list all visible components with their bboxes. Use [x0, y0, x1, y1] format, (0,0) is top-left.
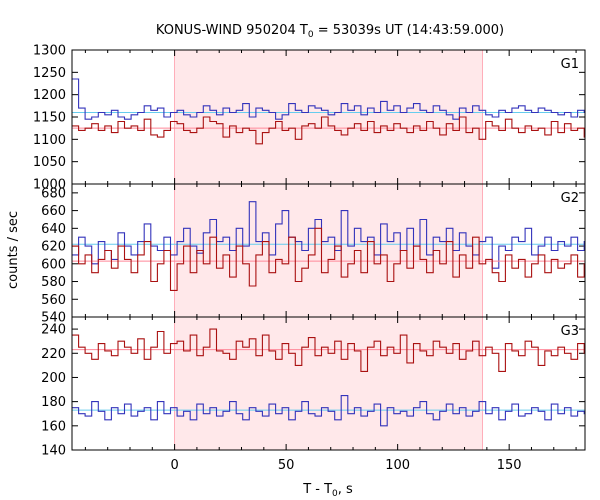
x-tick-label: 100	[385, 458, 410, 473]
y-tick-label: 540	[41, 311, 66, 326]
series-blue	[72, 201, 585, 269]
panel-label: G3	[561, 324, 579, 339]
y-tick-label: 1100	[33, 133, 66, 148]
y-tick-label: 620	[41, 240, 66, 255]
x-tick-label: 0	[170, 458, 178, 473]
panels: 1000105011001150120012501300G15405605806…	[33, 44, 586, 473]
y-tick-label: 560	[41, 293, 66, 308]
y-tick-label: 640	[41, 222, 66, 237]
series-blue	[72, 78, 585, 120]
y-tick-label: 1150	[33, 111, 66, 126]
y-tick-label: 140	[41, 444, 66, 459]
y-tick-label: 1000	[33, 178, 66, 193]
chart-title: KONUS-WIND 950204 T0 = 53039s UT (14:43:…	[156, 23, 504, 40]
panel-g3: 140 160 180 200 220 240 G3	[41, 316, 586, 459]
panel-label: G1	[561, 57, 579, 72]
y-tick-label: 200	[41, 371, 66, 386]
y-axis-label: counts / sec	[6, 211, 21, 289]
series-red	[72, 328, 585, 372]
x-tick-label: 150	[497, 458, 522, 473]
y-tick-label: 600	[41, 257, 66, 272]
panel-label: G2	[561, 191, 579, 206]
y-tick-label: 240	[41, 323, 66, 338]
y-tick-label: 160	[41, 419, 66, 434]
y-tick-label: 180	[41, 395, 66, 410]
series-blue	[72, 395, 585, 427]
x-axis-label: T - T0, s	[302, 482, 353, 499]
y-tick-label: 1050	[33, 155, 66, 170]
y-tick-label: 680	[41, 186, 66, 201]
y-tick-label: 220	[41, 347, 66, 362]
y-tick-label: 1200	[33, 88, 66, 103]
y-tick-label: 660	[41, 204, 66, 219]
series-red	[72, 116, 585, 145]
panel-g1: 1000 1050 1100 1150 1200 1250 1300 G1	[33, 44, 586, 193]
y-tick-label: 1250	[33, 66, 66, 81]
x-tick-label: 50	[278, 458, 295, 473]
series-red	[72, 227, 585, 291]
y-tick-label: 580	[41, 275, 66, 290]
panel-frame	[71, 316, 586, 451]
y-tick-label: 1300	[33, 44, 66, 59]
